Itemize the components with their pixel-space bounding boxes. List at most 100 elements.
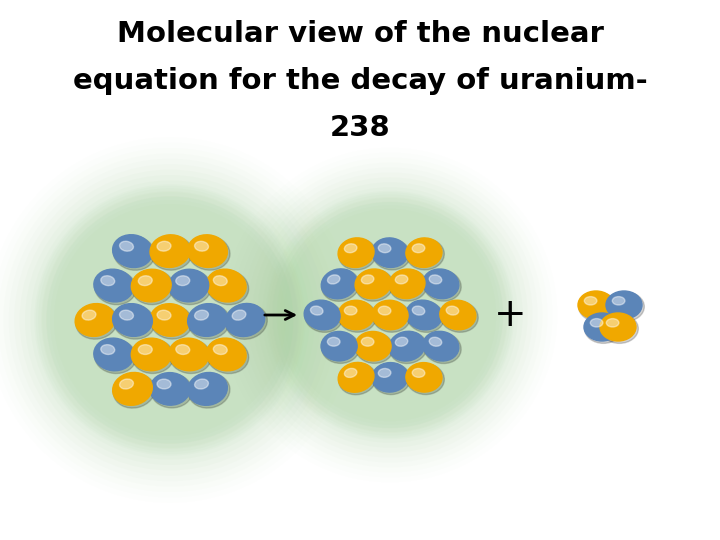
Ellipse shape <box>338 300 374 330</box>
Ellipse shape <box>406 238 442 267</box>
Circle shape <box>36 186 305 454</box>
Ellipse shape <box>395 275 408 284</box>
Circle shape <box>262 187 518 443</box>
Ellipse shape <box>356 270 393 301</box>
Ellipse shape <box>578 291 614 319</box>
Ellipse shape <box>157 241 171 251</box>
Ellipse shape <box>112 373 153 406</box>
Ellipse shape <box>423 269 459 299</box>
Circle shape <box>276 201 503 428</box>
Ellipse shape <box>150 305 192 339</box>
Circle shape <box>41 191 299 449</box>
Circle shape <box>272 197 508 433</box>
Circle shape <box>277 202 503 428</box>
Ellipse shape <box>194 310 209 320</box>
Ellipse shape <box>378 368 391 377</box>
Ellipse shape <box>590 319 603 327</box>
Circle shape <box>266 191 514 439</box>
Ellipse shape <box>157 310 171 320</box>
Ellipse shape <box>372 300 408 330</box>
Ellipse shape <box>131 269 171 302</box>
Ellipse shape <box>322 333 359 363</box>
Circle shape <box>284 209 496 421</box>
Ellipse shape <box>94 339 136 374</box>
Ellipse shape <box>606 292 644 321</box>
Ellipse shape <box>138 276 152 286</box>
Ellipse shape <box>188 373 228 406</box>
Ellipse shape <box>355 269 391 299</box>
Ellipse shape <box>194 241 209 251</box>
Ellipse shape <box>407 239 444 270</box>
Ellipse shape <box>361 338 374 346</box>
Circle shape <box>30 180 310 460</box>
Ellipse shape <box>372 301 410 332</box>
Ellipse shape <box>406 363 444 395</box>
Ellipse shape <box>378 306 391 315</box>
Ellipse shape <box>378 244 391 253</box>
Ellipse shape <box>188 235 228 267</box>
Ellipse shape <box>138 345 152 354</box>
Circle shape <box>35 184 306 456</box>
Ellipse shape <box>344 244 357 253</box>
Ellipse shape <box>579 292 616 321</box>
Ellipse shape <box>423 270 462 301</box>
Circle shape <box>42 192 298 448</box>
Ellipse shape <box>606 291 642 319</box>
Ellipse shape <box>76 305 117 339</box>
Ellipse shape <box>101 345 114 354</box>
Ellipse shape <box>213 345 228 354</box>
Circle shape <box>50 200 290 440</box>
Ellipse shape <box>213 276 228 286</box>
Ellipse shape <box>169 271 211 305</box>
Circle shape <box>269 194 510 436</box>
Ellipse shape <box>168 338 209 371</box>
Ellipse shape <box>131 338 171 371</box>
Ellipse shape <box>344 368 357 377</box>
Ellipse shape <box>194 379 209 389</box>
Ellipse shape <box>112 303 153 336</box>
Ellipse shape <box>168 269 209 302</box>
Ellipse shape <box>113 305 155 339</box>
Ellipse shape <box>310 306 323 315</box>
Ellipse shape <box>372 239 410 270</box>
Ellipse shape <box>429 275 442 284</box>
Ellipse shape <box>232 310 246 320</box>
Ellipse shape <box>585 314 622 343</box>
Ellipse shape <box>389 331 425 361</box>
Ellipse shape <box>304 300 340 330</box>
Text: 238: 238 <box>330 114 390 142</box>
Ellipse shape <box>225 303 265 336</box>
Ellipse shape <box>440 300 476 330</box>
Ellipse shape <box>407 301 444 333</box>
Ellipse shape <box>321 332 357 361</box>
Ellipse shape <box>372 238 408 267</box>
Ellipse shape <box>406 300 442 330</box>
Circle shape <box>54 204 286 436</box>
Ellipse shape <box>584 313 620 341</box>
Ellipse shape <box>157 379 171 389</box>
Ellipse shape <box>305 301 343 332</box>
Circle shape <box>267 192 513 438</box>
Ellipse shape <box>338 238 374 267</box>
Circle shape <box>47 197 294 443</box>
Ellipse shape <box>441 301 478 332</box>
Ellipse shape <box>169 339 211 374</box>
Ellipse shape <box>328 275 340 284</box>
Ellipse shape <box>120 241 133 251</box>
Ellipse shape <box>226 305 267 339</box>
Ellipse shape <box>207 271 248 305</box>
Ellipse shape <box>321 269 357 299</box>
Ellipse shape <box>75 303 114 336</box>
Ellipse shape <box>606 319 619 327</box>
Ellipse shape <box>207 269 246 302</box>
Ellipse shape <box>113 374 155 408</box>
Ellipse shape <box>423 332 459 361</box>
Ellipse shape <box>132 271 174 305</box>
Text: Molecular view of the nuclear: Molecular view of the nuclear <box>117 20 603 48</box>
Ellipse shape <box>120 310 133 320</box>
Ellipse shape <box>188 374 230 408</box>
Ellipse shape <box>372 363 410 395</box>
Circle shape <box>38 188 302 452</box>
Circle shape <box>280 205 500 425</box>
Ellipse shape <box>355 332 391 361</box>
